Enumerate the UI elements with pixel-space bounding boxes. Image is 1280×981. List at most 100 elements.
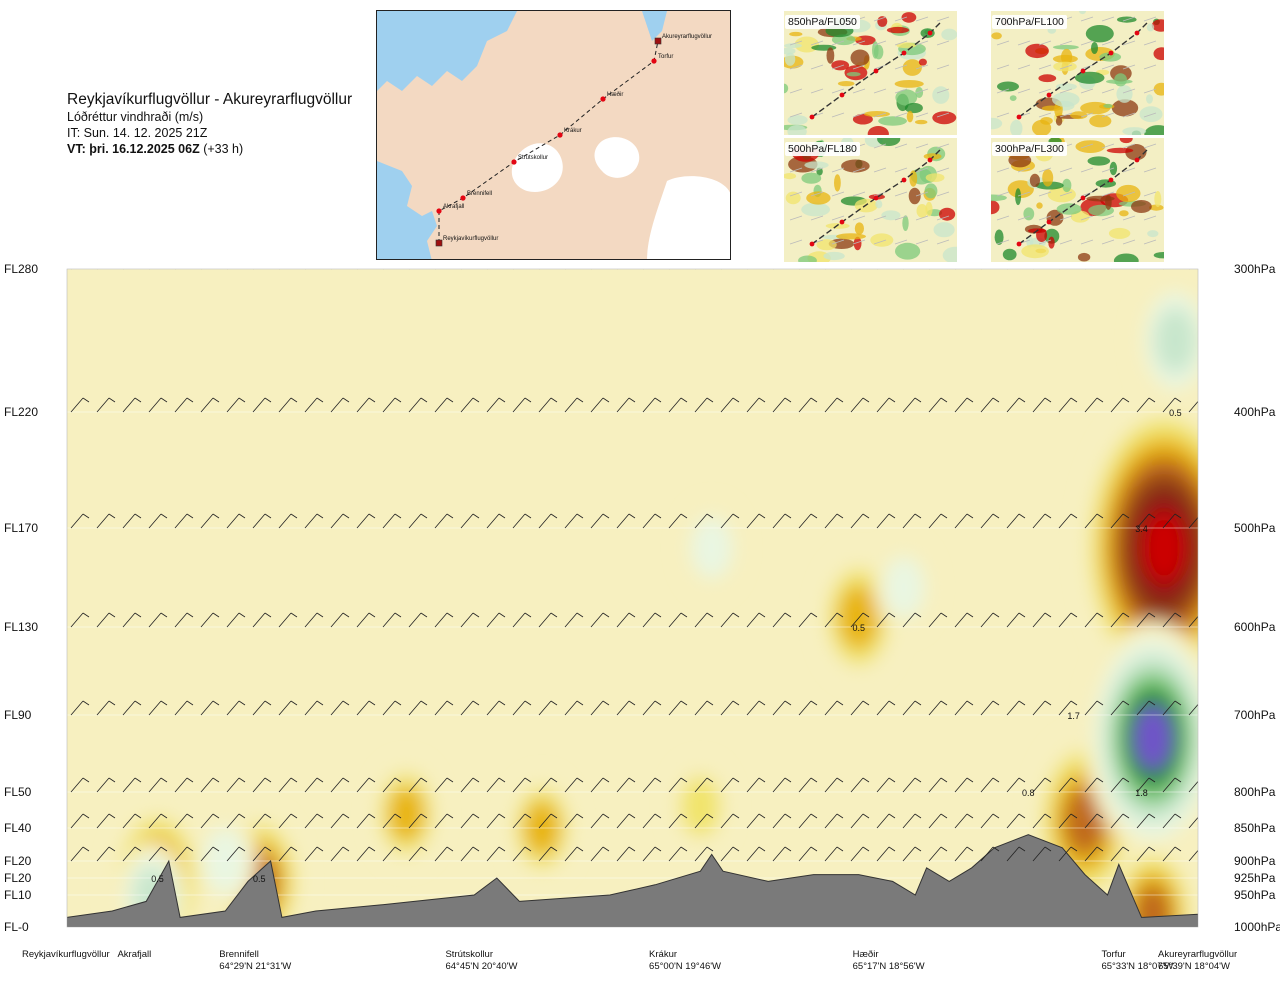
wind-barb-feather (863, 255, 869, 259)
wind-barb-feather (992, 397, 1000, 403)
wind-barb (928, 813, 942, 829)
wind-barb-feather (940, 846, 948, 852)
wind-barb-feather (212, 397, 220, 403)
wind-field-contour (883, 557, 925, 618)
wind-barb-feather (1044, 777, 1052, 783)
wind-barb (746, 700, 760, 716)
wind-barb-feather (758, 397, 766, 403)
wind-barb (512, 612, 526, 628)
thumb-field-blob (834, 174, 841, 192)
wind-barb-feather (160, 513, 168, 519)
thumb-300hpa[interactable]: 300hPa/FL300 (991, 138, 1164, 262)
wind-barb (928, 777, 942, 793)
wind-barb (356, 513, 370, 529)
value-annotation: 0.5 (151, 874, 164, 884)
thumb-wind-barb (789, 40, 803, 46)
wind-barb (382, 813, 396, 829)
thumb-wind-barb (1038, 40, 1052, 46)
wind-barb (850, 397, 864, 413)
wind-barb-feather (914, 513, 922, 519)
wind-barb-feather (706, 397, 714, 403)
thumb-field-blob (784, 83, 789, 94)
thumb-wind-barb (1122, 112, 1136, 118)
wind-barb-feather (238, 813, 246, 819)
thumb-wind-barb (873, 143, 887, 149)
wind-barb (382, 777, 396, 793)
station-coordinate: 65°33'N 18°07'W (1101, 961, 1174, 972)
wind-barb (721, 269, 722, 270)
wind-barb-feather (134, 612, 142, 618)
wind-barb-feather (264, 397, 272, 403)
wind-barb (798, 813, 812, 829)
wind-barb (772, 397, 786, 413)
wind-barb-feather (966, 813, 974, 819)
wind-barb (617, 269, 618, 270)
thumb-field-blob (1055, 116, 1063, 126)
wind-barb-feather (758, 846, 766, 852)
route-map-svg: Akureyrarflugvöllur Torfur Hæðir Krákur Strú… (377, 11, 730, 259)
thumb-field-blob (895, 89, 918, 106)
wind-barb (486, 846, 500, 862)
wind-barb (148, 397, 162, 413)
wind-barb (434, 513, 448, 529)
wind-barb-feather (888, 612, 896, 618)
flight-level-label: FL10 (4, 888, 32, 902)
wind-barb (1032, 700, 1046, 716)
wind-barb (798, 513, 812, 529)
thumb-field-blob (784, 52, 796, 66)
wind-barb-feather (1174, 777, 1182, 783)
wind-barb-feather (784, 846, 792, 852)
wind-barb (616, 700, 630, 716)
wind-barb-feather (1175, 255, 1181, 259)
thumb-field-blob (784, 173, 797, 180)
station-name: Torfur (1101, 949, 1126, 960)
wind-barb-feather (1174, 397, 1182, 403)
thumb-waypoint (927, 30, 933, 36)
wind-barb-feather (446, 846, 454, 852)
wind-barb-feather (1174, 513, 1182, 519)
wind-barb (70, 846, 84, 862)
thumb-500hpa[interactable]: 500hPa/FL180 (784, 138, 957, 262)
thumb-field-blob (789, 31, 803, 37)
wind-barb-feather (213, 255, 219, 259)
wind-barb-feather (888, 513, 896, 519)
thumb-field-blob (836, 233, 866, 240)
thumb-field-blob (1070, 111, 1088, 120)
thumb-route-line (1018, 20, 1150, 118)
wind-barb-feather (186, 846, 194, 852)
wind-barb (1110, 513, 1124, 529)
wind-barb-feather (706, 513, 714, 519)
wind-barb (460, 513, 474, 529)
wind-barb (70, 397, 84, 413)
wind-barb-feather (966, 513, 974, 519)
wind-barb (200, 846, 214, 862)
thumb-wind-barb (1080, 215, 1094, 221)
thumb-wind-barb (1080, 191, 1094, 197)
wind-barb-feather (680, 397, 688, 403)
wind-barb (1007, 269, 1008, 270)
wind-barb-feather (1070, 513, 1078, 519)
thumb-waypoint (1108, 177, 1114, 183)
wind-barb (226, 513, 240, 529)
wind-barb-feather (368, 700, 376, 706)
thumb-850hpa[interactable]: 850hPa/FL050 (784, 11, 957, 135)
wind-barb-feather (160, 397, 168, 403)
wind-barb (70, 777, 84, 793)
wind-barb-feather (1018, 813, 1026, 819)
wind-barb-feather (498, 777, 506, 783)
thumb-700hpa[interactable]: 700hPa/FL100 (991, 11, 1164, 135)
thumb-field-blob (854, 222, 864, 235)
wind-barb (174, 700, 188, 716)
wind-barb-feather (680, 813, 688, 819)
wind-barb (538, 777, 552, 793)
wind-barb (1162, 513, 1176, 529)
wind-barb-feather (291, 255, 297, 259)
wind-barb (538, 846, 552, 862)
thumb-wind-barb (1080, 167, 1094, 173)
thumb-wind-barb (915, 16, 929, 22)
thumb-wind-barb (996, 239, 1010, 245)
wind-barb-feather (784, 513, 792, 519)
wind-barb (1084, 777, 1098, 793)
wind-barb (434, 777, 448, 793)
wind-barb (694, 397, 708, 413)
